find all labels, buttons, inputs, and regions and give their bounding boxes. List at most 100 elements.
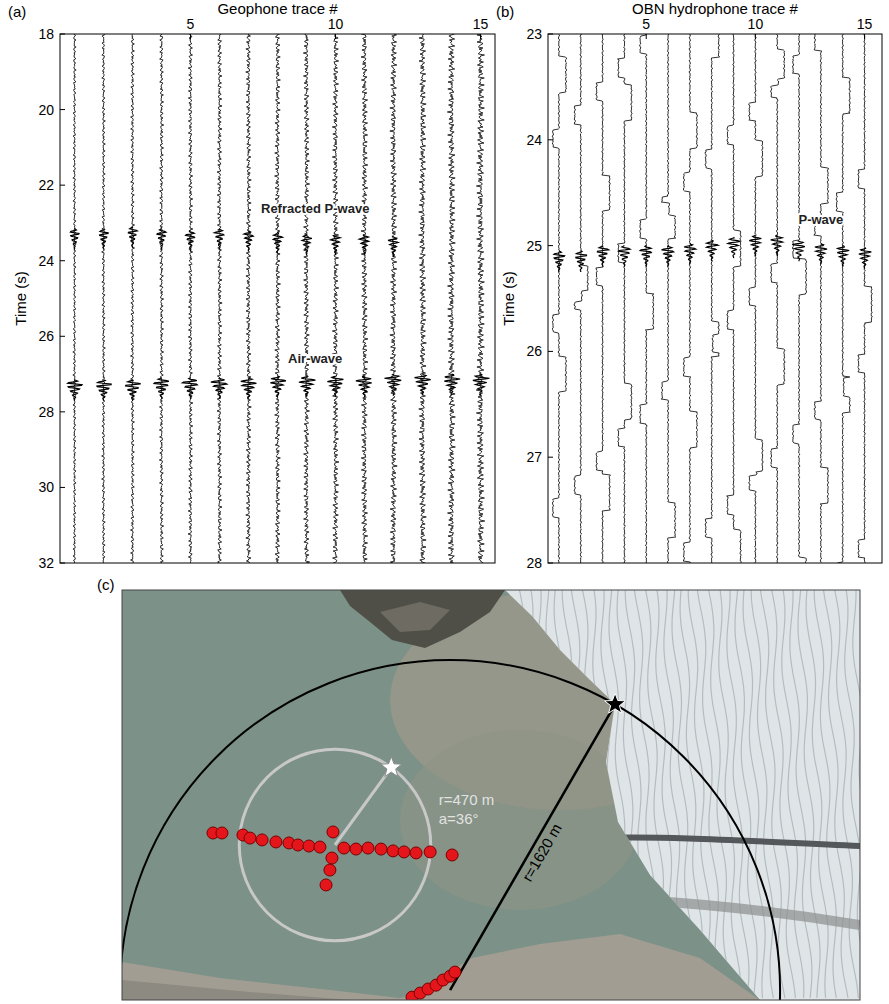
- y-tick-label: 26: [38, 328, 54, 344]
- trace: [246, 34, 252, 563]
- trace: [705, 34, 720, 563]
- x-tick: [335, 34, 336, 39]
- crevasse: [562, 590, 584, 998]
- station: [446, 849, 458, 861]
- trace: [390, 34, 397, 563]
- y-tick-label: 32: [38, 555, 54, 571]
- trace: [303, 34, 309, 563]
- y-tick: [60, 34, 65, 35]
- arrival-wavelet: [214, 229, 224, 250]
- y-tick: [60, 563, 65, 564]
- crevasse: [845, 590, 860, 998]
- trace: [836, 34, 850, 563]
- x-tick: [864, 34, 865, 39]
- ring-angle-label: a=36°: [439, 810, 479, 827]
- y-tick-label: 22: [38, 177, 54, 193]
- arrival-label: P-wave: [798, 212, 843, 227]
- y-tick: [548, 351, 553, 352]
- crevasse: [751, 590, 773, 998]
- x-tick-label: 15: [857, 16, 873, 32]
- y-tick: [548, 457, 553, 458]
- arrival-wavelet: [576, 251, 587, 272]
- crevasse: [554, 590, 576, 998]
- trace: [661, 34, 676, 563]
- y-tick-label: 24: [38, 253, 54, 269]
- y-tick-label: 23: [526, 26, 542, 42]
- x-axis-title: OBN hydrophone trace #: [632, 0, 799, 17]
- crevasse: [709, 590, 733, 998]
- y-tick: [60, 260, 65, 261]
- y-tick: [548, 563, 553, 564]
- crevasse: [727, 590, 749, 998]
- panel-label: (a): [8, 3, 26, 20]
- moraine: [600, 838, 860, 846]
- arrival-wavelet: [684, 243, 696, 264]
- arrival-wavelet: [97, 380, 111, 401]
- station: [320, 879, 332, 891]
- trace: [447, 34, 455, 563]
- x-tick-label: 15: [473, 16, 489, 32]
- crevasse: [824, 590, 849, 998]
- crevasses: [520, 590, 861, 998]
- station: [362, 842, 374, 854]
- range-ring: [239, 749, 430, 940]
- station: [350, 843, 362, 855]
- trace: [159, 34, 163, 563]
- x-tick: [755, 34, 756, 39]
- station: [375, 843, 387, 855]
- plot-frame: [60, 34, 495, 563]
- y-tick: [60, 411, 65, 412]
- land-rock: [380, 602, 450, 632]
- station: [326, 852, 338, 864]
- arrival-wavelet: [270, 376, 286, 397]
- station: [216, 827, 228, 839]
- trace: [419, 34, 427, 563]
- station: [292, 839, 304, 851]
- y-tick: [548, 245, 553, 246]
- arrival-wavelet: [241, 378, 257, 399]
- crevasse: [680, 590, 702, 998]
- arrival-wavelet: [327, 376, 343, 397]
- arrival-wavelet: [640, 246, 651, 267]
- trace: [858, 34, 873, 563]
- crevasse: [571, 590, 595, 998]
- traces: [68, 34, 490, 563]
- arrival-wavelet: [384, 374, 401, 395]
- arrival-label: Refracted P-wave: [261, 201, 369, 216]
- x-tick-label: 10: [748, 16, 764, 32]
- arrival-wavelet: [388, 236, 398, 257]
- trace: [188, 34, 193, 563]
- y-tick: [548, 139, 553, 140]
- y-tick-label: 28: [38, 404, 54, 420]
- trace: [552, 34, 567, 563]
- arrival-wavelet: [154, 378, 169, 399]
- land-shore: [122, 980, 350, 1000]
- arrival-wavelet: [70, 229, 79, 250]
- arrival-wavelet: [302, 234, 312, 255]
- trace: [617, 34, 632, 563]
- x-tick: [646, 34, 647, 39]
- arrival-wavelet: [126, 380, 141, 401]
- trace: [217, 34, 222, 563]
- arrival-wavelet: [186, 230, 195, 251]
- crevasse: [688, 590, 710, 998]
- panel-label: (c): [97, 576, 115, 593]
- trace: [332, 34, 339, 563]
- arrival-wavelet: [182, 378, 197, 399]
- station: [410, 847, 422, 859]
- arrival-wavelet: [662, 246, 674, 267]
- trace: [639, 34, 654, 563]
- y-tick: [60, 109, 65, 110]
- arrival-wavelet: [706, 240, 718, 261]
- arrival-wavelet: [554, 251, 565, 272]
- arrival-label: Air-wave: [288, 351, 342, 366]
- arrival-wavelet: [356, 376, 372, 397]
- wiggle-panel: P-wave51015232425262728OBN hydrophone tr…: [496, 0, 882, 571]
- trace: [102, 34, 106, 563]
- crevasse: [646, 590, 670, 998]
- trace: [748, 34, 763, 563]
- arrival-wavelet: [157, 229, 166, 250]
- arrival-wavelet: [359, 234, 369, 255]
- x-tick-label: 5: [642, 16, 650, 32]
- station: [387, 845, 399, 857]
